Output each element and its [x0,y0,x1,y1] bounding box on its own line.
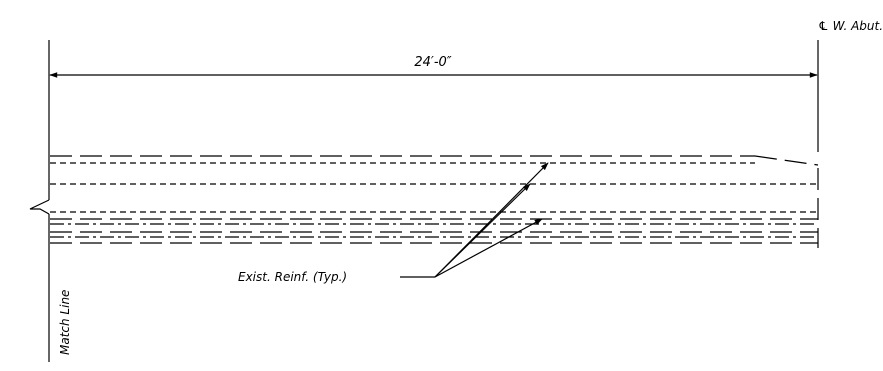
leader-arrow-middle [434,183,531,278]
match-line-label: Match Line [58,290,72,355]
break-symbol [29,199,50,215]
deck-top-chamfer [754,155,819,166]
reinforcement-note: Exist. Reinf. (Typ.) [238,270,347,284]
centerline-label: ℄ W. Abut. [818,19,883,33]
leader-arrow-lower [434,218,543,278]
dimension-text: 24′-0″ [414,55,451,70]
